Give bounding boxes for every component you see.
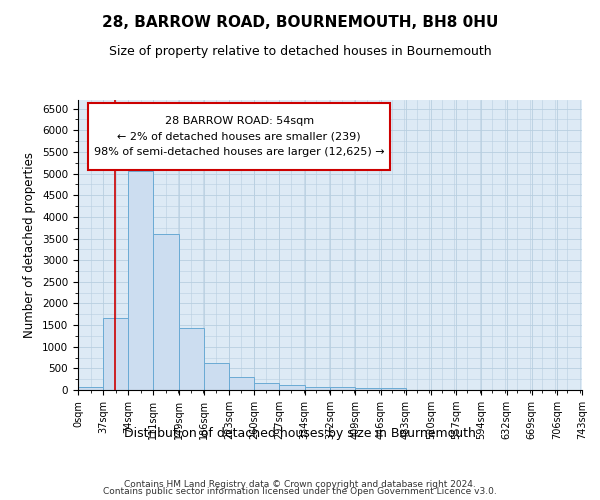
FancyBboxPatch shape <box>88 103 391 170</box>
Bar <box>355 388 380 390</box>
Bar <box>179 328 204 390</box>
Bar <box>128 171 153 390</box>
Text: Size of property relative to detached houses in Bournemouth: Size of property relative to detached ho… <box>109 45 491 58</box>
Bar <box>103 318 128 390</box>
Bar <box>254 384 280 390</box>
Bar <box>78 387 103 390</box>
Text: Contains public sector information licensed under the Open Government Licence v3: Contains public sector information licen… <box>103 488 497 496</box>
Bar <box>153 234 179 390</box>
Text: 28 BARROW ROAD: 54sqm
← 2% of detached houses are smaller (239)
98% of semi-deta: 28 BARROW ROAD: 54sqm ← 2% of detached h… <box>94 116 385 157</box>
Text: 28, BARROW ROAD, BOURNEMOUTH, BH8 0HU: 28, BARROW ROAD, BOURNEMOUTH, BH8 0HU <box>102 15 498 30</box>
Bar <box>280 386 305 390</box>
Bar <box>305 387 331 390</box>
Text: Contains HM Land Registry data © Crown copyright and database right 2024.: Contains HM Land Registry data © Crown c… <box>124 480 476 489</box>
Bar <box>229 376 254 390</box>
Bar <box>204 363 229 390</box>
Bar <box>331 388 355 390</box>
Y-axis label: Number of detached properties: Number of detached properties <box>23 152 37 338</box>
Text: Distribution of detached houses by size in Bournemouth: Distribution of detached houses by size … <box>124 428 476 440</box>
Bar <box>380 388 406 390</box>
